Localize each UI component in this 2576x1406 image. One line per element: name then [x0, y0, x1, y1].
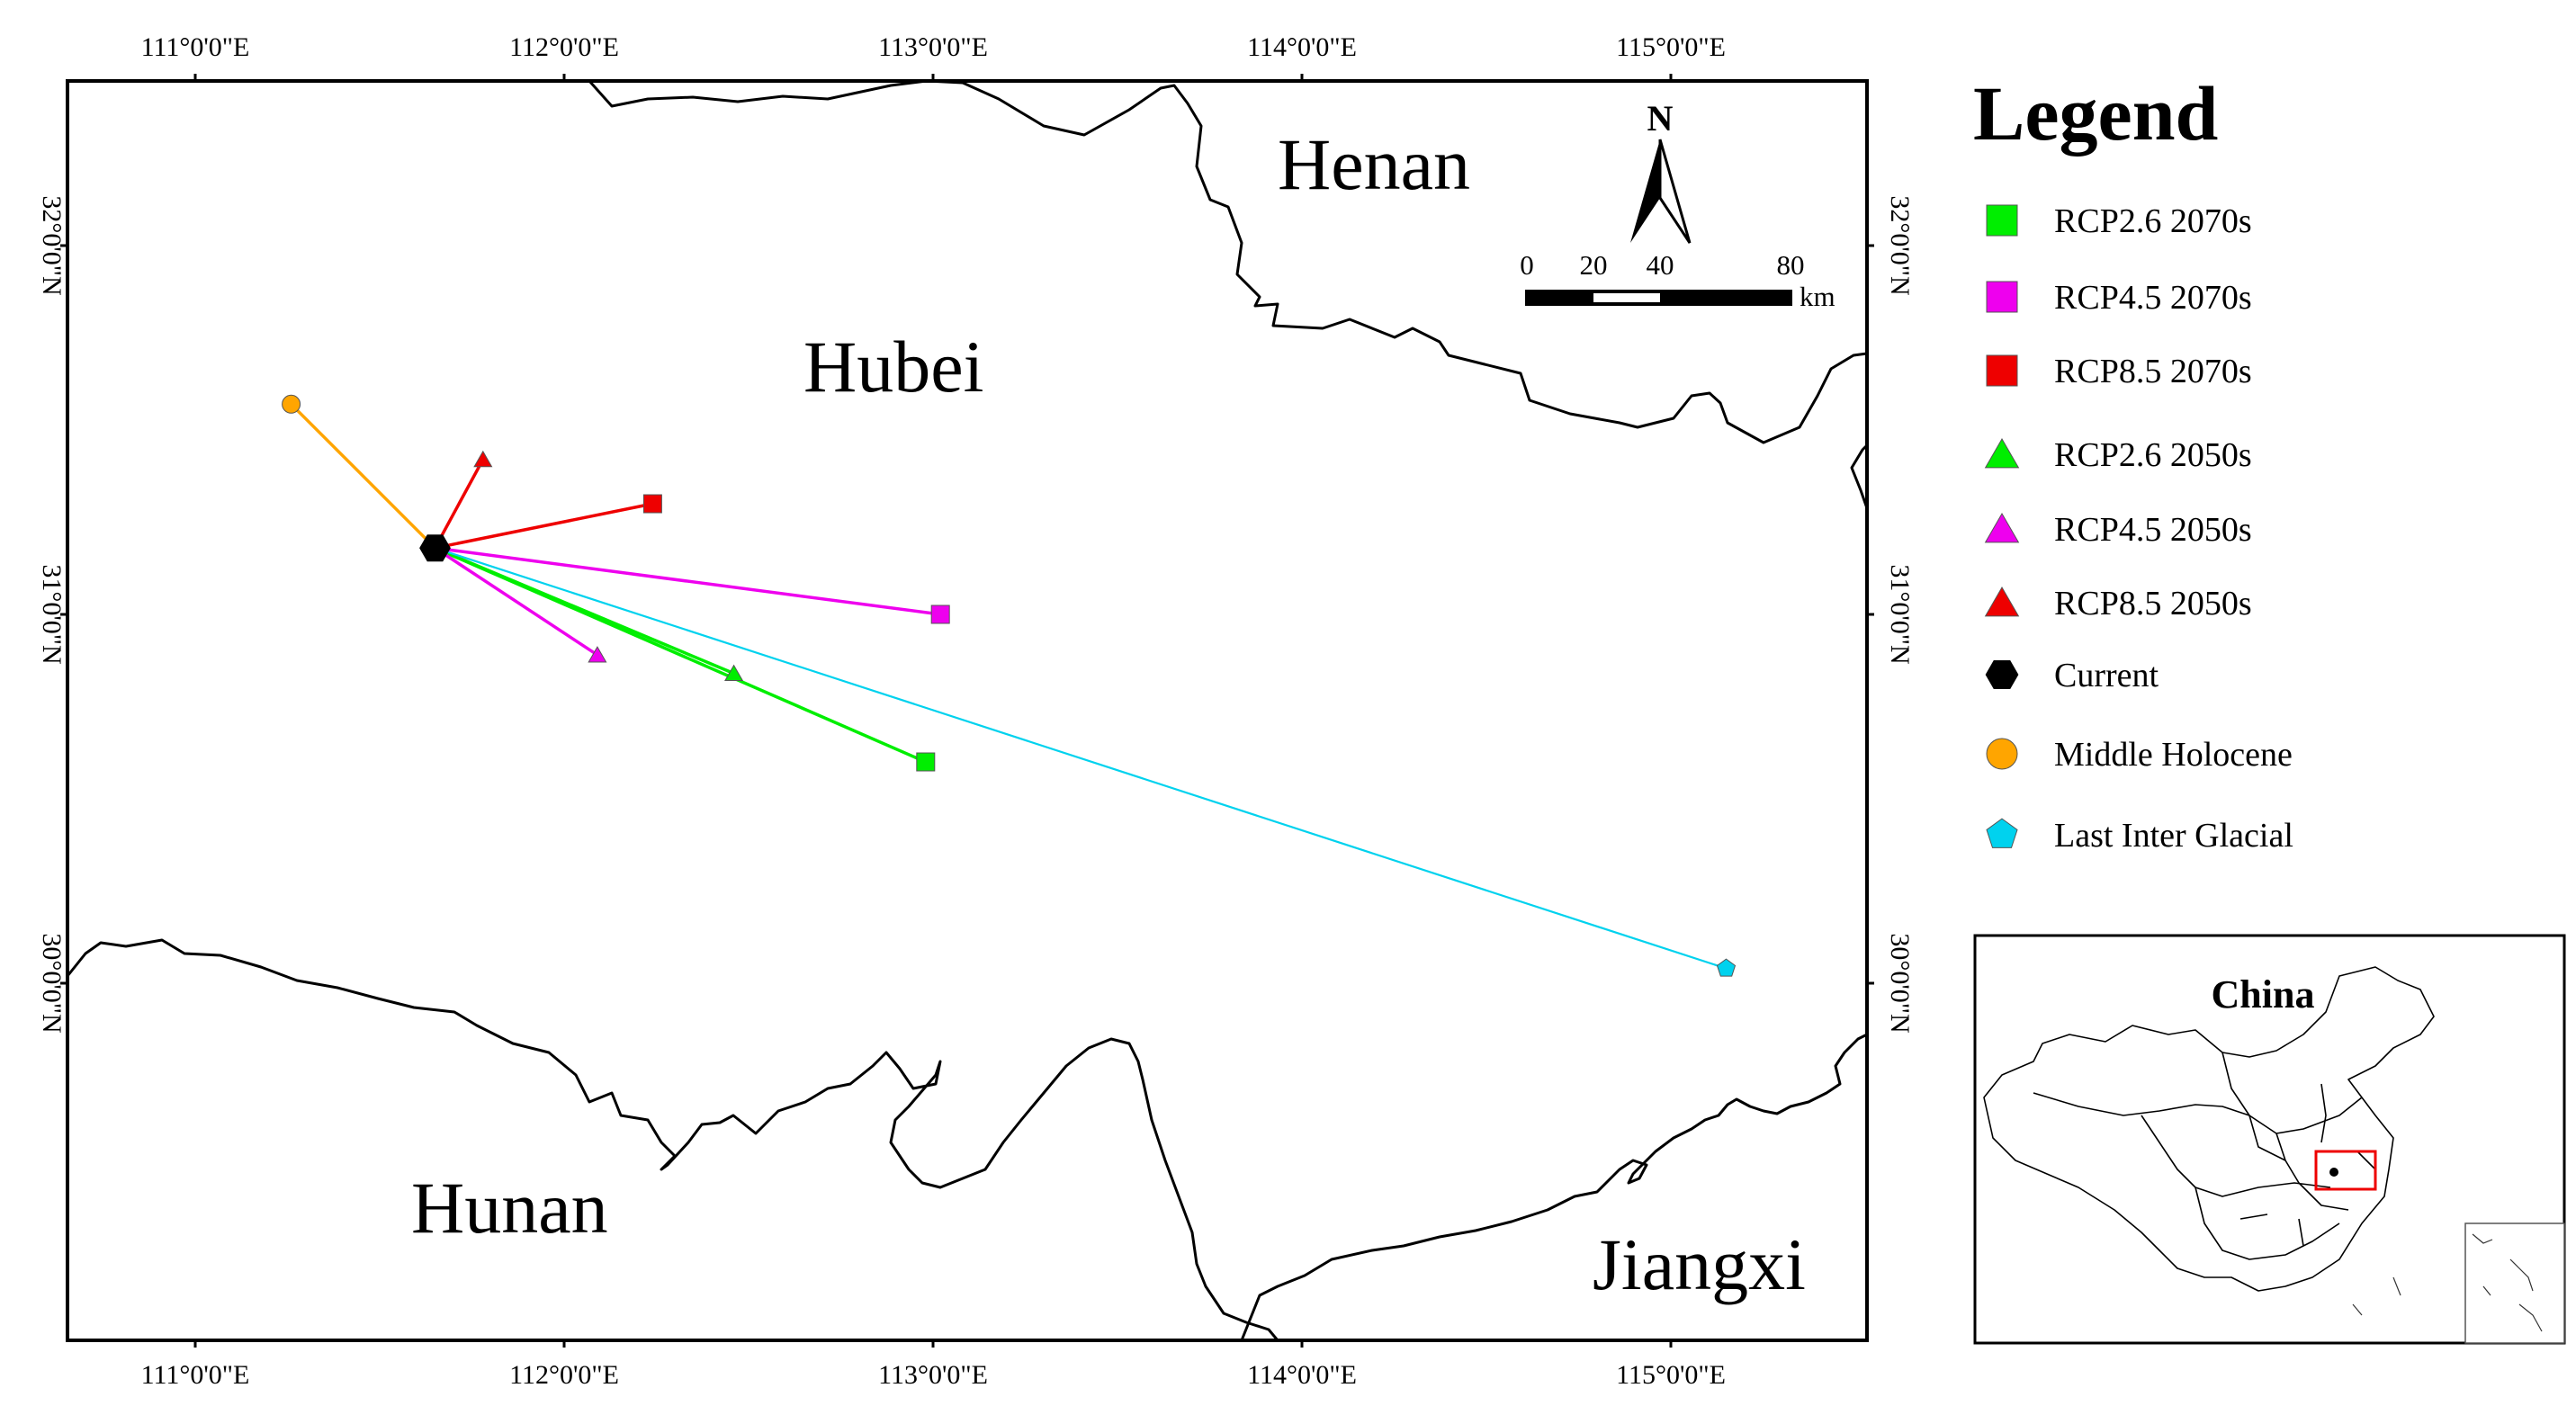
lat-label: 30°0'0"N: [37, 933, 67, 1033]
legend-symbol: [1986, 439, 2019, 468]
scale-label: 0: [1520, 249, 1534, 281]
lon-label: 112°0'0"E: [509, 1360, 619, 1390]
lat-label: 32°0'0"N: [1885, 195, 1915, 295]
legend: Legend RCP2.6 2070s RCP4.5 2070s RCP8.5 20…: [1973, 70, 2293, 855]
province-label-hunan: Hunan: [411, 1167, 608, 1249]
centroid-rcp26-2070s: [917, 753, 935, 771]
legend-item: RCP2.6 2050s: [1986, 436, 2252, 474]
map-panel: 111°0'0"E 112°0'0"E 113°0'0"E 114°0'0"E …: [37, 32, 1915, 1390]
legend-symbol: [1987, 739, 2017, 769]
province-label-hubei: Hubei: [803, 326, 983, 407]
lat-label: 30°0'0"N: [1885, 933, 1915, 1033]
legend-item: Middle Holocene: [1987, 736, 2293, 774]
legend-symbol: [1987, 205, 2017, 236]
inset-label: China: [2212, 972, 2315, 1016]
lon-label: 115°0'0"E: [1616, 1360, 1726, 1390]
south-sea-frame: [2465, 1223, 2564, 1343]
lon-label: 114°0'0"E: [1247, 32, 1357, 62]
lat-labels-right: 32°0'0"N 31°0'0"N 30°0'0"N: [1885, 195, 1915, 1033]
lon-label: 113°0'0"E: [878, 1360, 988, 1390]
legend-item: Current: [1986, 657, 2159, 694]
scale-bar-gap: [1593, 293, 1660, 302]
legend-item: RCP2.6 2070s: [1987, 202, 2252, 240]
centroid-middle-holocene: [283, 395, 301, 413]
lon-labels-top: 111°0'0"E 112°0'0"E 113°0'0"E 114°0'0"E …: [141, 32, 1726, 62]
legend-item: Last Inter Glacial: [1987, 817, 2293, 855]
lon-label: 114°0'0"E: [1247, 1360, 1357, 1390]
lat-labels-left: 32°0'0"N 31°0'0"N 30°0'0"N: [37, 195, 67, 1033]
study-area-dot: [2329, 1168, 2338, 1177]
china-inset: China: [1975, 936, 2564, 1343]
legend-item: RCP4.5 2050s: [1986, 511, 2252, 549]
lon-labels-bottom: 111°0'0"E 112°0'0"E 113°0'0"E 114°0'0"E …: [141, 1360, 1726, 1390]
legend-label: RCP8.5 2070s: [2054, 353, 2252, 390]
legend-symbol: [1986, 661, 2018, 689]
province-label-henan: Henan: [1278, 123, 1470, 205]
legend-label: RCP4.5 2050s: [2054, 511, 2252, 549]
legend-label: Current: [2054, 657, 2159, 694]
lon-label: 113°0'0"E: [878, 32, 988, 62]
legend-symbol: [1986, 587, 2019, 616]
legend-label: RCP2.6 2070s: [2054, 202, 2252, 240]
legend-symbol: [1986, 514, 2019, 542]
legend-item: RCP4.5 2070s: [1987, 279, 2252, 317]
lat-label: 31°0'0"N: [37, 564, 67, 664]
lat-label: 31°0'0"N: [1885, 564, 1915, 664]
centroid-rcp85-2070s: [643, 495, 661, 513]
lon-label: 112°0'0"E: [509, 32, 619, 62]
scale-label: 80: [1777, 249, 1805, 281]
lon-label: 111°0'0"E: [141, 1360, 250, 1390]
south-china-sea-inset: [2465, 1223, 2564, 1343]
legend-item: RCP8.5 2070s: [1987, 353, 2252, 390]
legend-symbol: [1987, 282, 2017, 312]
scale-label: 20: [1580, 249, 1608, 281]
lon-label: 115°0'0"E: [1616, 32, 1726, 62]
north-arrow-label: N: [1647, 98, 1674, 139]
legend-symbol: [1987, 355, 2017, 386]
legend-label: Last Inter Glacial: [2054, 817, 2293, 855]
legend-item: RCP8.5 2050s: [1986, 585, 2252, 622]
legend-label: RCP8.5 2050s: [2054, 585, 2252, 622]
province-label-jiangxi: Jiangxi: [1593, 1223, 1806, 1305]
lat-label: 32°0'0"N: [37, 195, 67, 295]
legend-label: RCP2.6 2050s: [2054, 436, 2252, 474]
scale-unit: km: [1800, 281, 1836, 312]
centroid-rcp45-2070s: [931, 605, 949, 623]
legend-label: Middle Holocene: [2054, 736, 2293, 774]
scale-label: 40: [1647, 249, 1674, 281]
legend-title: Legend: [1973, 70, 2218, 157]
legend-label: RCP4.5 2070s: [2054, 279, 2252, 317]
legend-items: RCP2.6 2070s RCP4.5 2070s RCP8.5 2070s RCP2…: [1986, 202, 2293, 855]
lon-label: 111°0'0"E: [141, 32, 250, 62]
legend-symbol: [1987, 819, 2017, 847]
